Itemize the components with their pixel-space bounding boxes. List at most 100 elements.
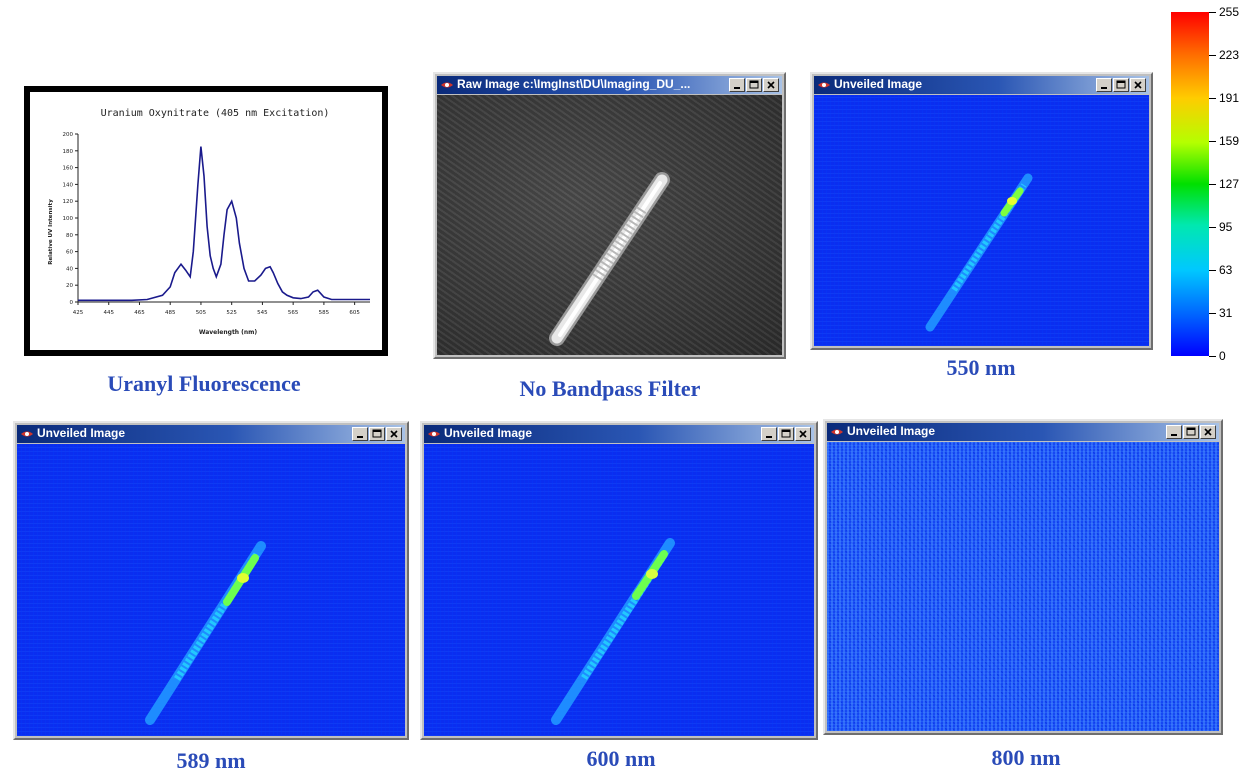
x-tick-label: 585 bbox=[319, 310, 330, 316]
window-600nm-title: Unveiled Image bbox=[444, 426, 533, 440]
x-tick-label: 485 bbox=[165, 310, 176, 316]
window-589nm-title-bar[interactable]: Unveiled Image bbox=[17, 425, 405, 443]
maximize-icon bbox=[781, 429, 791, 438]
x-tick-label: 505 bbox=[196, 310, 207, 316]
colorbar-tick-mark bbox=[1209, 356, 1216, 357]
maximize-button[interactable] bbox=[746, 78, 762, 92]
y-tick-label: 160 bbox=[63, 166, 74, 172]
x-tick-label: 445 bbox=[103, 310, 114, 316]
window-589nm[interactable]: Unveiled Image bbox=[13, 421, 409, 740]
x-tick-label: 525 bbox=[226, 310, 237, 316]
window-600nm[interactable]: Unveiled Image bbox=[420, 421, 818, 740]
fluorescence-rod-image bbox=[551, 538, 675, 725]
chart-title: Uranium Oxynitrate (405 nm Excitation) bbox=[101, 108, 330, 119]
colorbar-tick-label: 0 bbox=[1219, 349, 1226, 363]
y-tick-label: 120 bbox=[63, 199, 74, 205]
y-tick-label: 140 bbox=[63, 182, 74, 188]
minimize-button[interactable] bbox=[1166, 425, 1182, 439]
fluorescence-rod-image bbox=[145, 541, 266, 725]
colorbar-tick-mark bbox=[1209, 12, 1216, 13]
colorbar-tick-label: 31 bbox=[1219, 306, 1233, 320]
maximize-icon bbox=[1186, 427, 1196, 436]
close-button[interactable] bbox=[795, 427, 811, 441]
y-tick-label: 60 bbox=[66, 250, 73, 256]
caption-589nm: 589 nm bbox=[176, 748, 246, 773]
colorbar-tick-label: 223 bbox=[1219, 48, 1240, 62]
colorbar-tick-mark bbox=[1209, 184, 1216, 185]
close-icon bbox=[767, 81, 775, 89]
close-button[interactable] bbox=[1200, 425, 1216, 439]
minimize-button[interactable] bbox=[729, 78, 745, 92]
window-800nm[interactable]: Unveiled Image bbox=[823, 419, 1223, 735]
window-550nm[interactable]: Unveiled Image bbox=[810, 72, 1153, 350]
raw-image-view bbox=[437, 95, 782, 355]
maximize-icon bbox=[1116, 80, 1126, 89]
chart-ylabel: Relative UV Intensity bbox=[48, 199, 54, 265]
raw-image-title: Raw Image c:\ImgInst\DU\Imaging_DU_... bbox=[457, 77, 691, 91]
maximize-button[interactable] bbox=[369, 427, 385, 441]
caption-600nm: 600 nm bbox=[586, 746, 656, 771]
minimize-icon bbox=[766, 436, 772, 438]
chart-xlabel: Wavelength (nm) bbox=[199, 329, 258, 336]
window-600nm-image-view bbox=[424, 444, 814, 736]
colorbar-gradient bbox=[1171, 12, 1209, 356]
caption-uranyl-fluorescence: Uranyl Fluorescence bbox=[107, 371, 301, 396]
raw-image-window[interactable]: Raw Image c:\ImgInst\DU\Imaging_DU_... bbox=[433, 72, 786, 359]
close-icon bbox=[799, 430, 807, 438]
caption-550nm: 550 nm bbox=[946, 355, 1016, 380]
rod-sample-image bbox=[549, 172, 670, 346]
y-tick-label: 200 bbox=[63, 132, 74, 138]
colorbar-tick-label: 63 bbox=[1219, 263, 1233, 277]
y-tick-label: 20 bbox=[66, 283, 73, 289]
fluorescence-rod-image bbox=[925, 173, 1033, 332]
close-icon bbox=[390, 430, 398, 438]
window-800nm-title: Unveiled Image bbox=[847, 424, 936, 438]
y-tick-label: 180 bbox=[63, 149, 74, 155]
minimize-button[interactable] bbox=[352, 427, 368, 441]
window-600nm-title-bar[interactable]: Unveiled Image bbox=[424, 425, 814, 443]
colorbar-tick-label: 127 bbox=[1219, 177, 1240, 191]
colorbar-tick-mark bbox=[1209, 313, 1216, 314]
minimize-icon bbox=[1101, 87, 1107, 89]
close-button[interactable] bbox=[1130, 78, 1146, 92]
colorbar-tick-mark bbox=[1209, 55, 1216, 56]
y-tick-label: 80 bbox=[66, 233, 73, 239]
maximize-button[interactable] bbox=[1113, 78, 1129, 92]
colorbar-tick-mark bbox=[1209, 227, 1216, 228]
close-icon bbox=[1204, 428, 1212, 436]
minimize-button[interactable] bbox=[1096, 78, 1112, 92]
y-tick-label: 100 bbox=[63, 216, 74, 222]
window-800nm-image-view bbox=[827, 442, 1219, 731]
maximize-button[interactable] bbox=[1183, 425, 1199, 439]
maximize-icon bbox=[749, 80, 759, 89]
close-button[interactable] bbox=[763, 78, 779, 92]
colorbar-tick-mark bbox=[1209, 270, 1216, 271]
window-550nm-title: Unveiled Image bbox=[834, 77, 923, 91]
minimize-icon bbox=[357, 436, 363, 438]
colorbar-tick-label: 159 bbox=[1219, 134, 1240, 148]
x-tick-labels: 425 445 465 485 505 525 545 565 585 605 bbox=[73, 302, 360, 316]
x-tick-label: 425 bbox=[73, 310, 84, 316]
x-tick-label: 545 bbox=[257, 310, 268, 316]
colorbar-tick-mark bbox=[1209, 98, 1216, 99]
app-icon bbox=[428, 431, 440, 437]
colorbar-tick-mark bbox=[1209, 141, 1216, 142]
window-589nm-image-view bbox=[17, 444, 405, 736]
y-tick-label: 40 bbox=[66, 266, 73, 272]
x-tick-label: 465 bbox=[134, 310, 145, 316]
window-550nm-title-bar[interactable]: Unveiled Image bbox=[814, 76, 1149, 94]
colorbar-tick-label: 191 bbox=[1219, 91, 1240, 105]
app-icon bbox=[21, 431, 33, 437]
window-550nm-image-view bbox=[814, 95, 1149, 346]
x-tick-label: 565 bbox=[288, 310, 299, 316]
y-tick-label: 0 bbox=[70, 300, 74, 306]
maximize-button[interactable] bbox=[778, 427, 794, 441]
minimize-button[interactable] bbox=[761, 427, 777, 441]
app-icon bbox=[831, 429, 843, 435]
close-icon bbox=[1134, 81, 1142, 89]
close-button[interactable] bbox=[386, 427, 402, 441]
colorbar-tick-label: 95 bbox=[1219, 220, 1233, 234]
window-800nm-title-bar[interactable]: Unveiled Image bbox=[827, 423, 1219, 441]
raw-image-title-bar[interactable]: Raw Image c:\ImgInst\DU\Imaging_DU_... bbox=[437, 76, 782, 94]
